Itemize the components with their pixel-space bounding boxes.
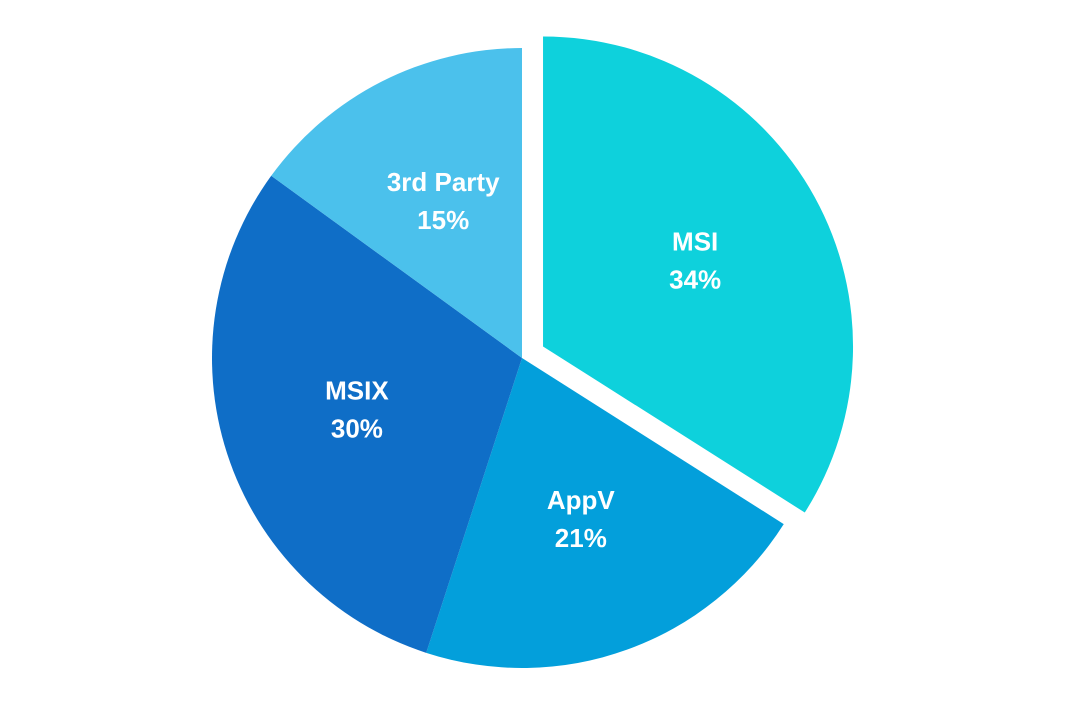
slice-label: 3rd Party: [387, 167, 500, 197]
pie-slice: [271, 48, 522, 358]
pie-slice: [211, 175, 522, 653]
slice-value-label: 30%: [331, 414, 383, 444]
pie-slice: [543, 36, 854, 513]
pie-slice: [426, 358, 784, 668]
slice-value-label: 15%: [417, 205, 469, 235]
slice-label: MSI: [672, 227, 718, 257]
slice-value-label: 34%: [669, 265, 721, 295]
slice-value-label: 21%: [555, 523, 607, 553]
slice-label: MSIX: [325, 376, 389, 406]
slice-label: AppV: [547, 485, 616, 515]
